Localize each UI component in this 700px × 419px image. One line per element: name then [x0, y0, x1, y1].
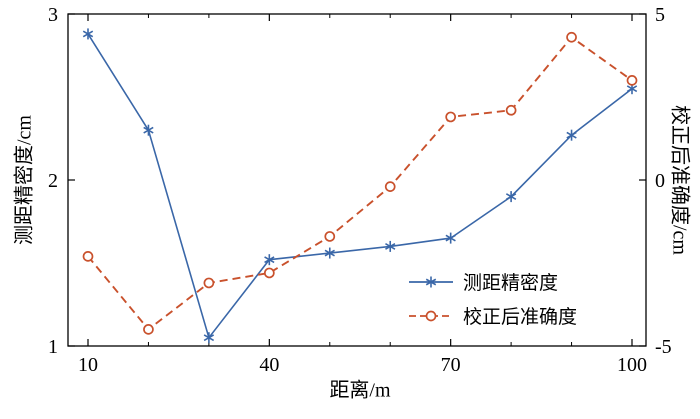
svg-text:3: 3	[48, 4, 58, 26]
right-y-axis-label: 校正后准确度/cm	[668, 105, 691, 255]
svg-text:0: 0	[655, 170, 665, 192]
svg-text:-5: -5	[655, 336, 672, 358]
svg-text:2: 2	[48, 170, 58, 192]
svg-text:100: 100	[617, 354, 647, 376]
svg-text:1: 1	[48, 336, 58, 358]
svg-text:10: 10	[78, 354, 98, 376]
legend-item-precision: 测距精密度	[408, 268, 577, 295]
svg-text:40: 40	[259, 354, 279, 376]
legend-label-accuracy: 校正后准确度	[463, 307, 578, 328]
legend-swatch-accuracy-icon	[409, 310, 453, 321]
legend: 测距精密度 校正后准确度	[408, 268, 577, 329]
svg-text:5: 5	[655, 4, 665, 26]
x-axis-label: 距离/m	[329, 379, 391, 402]
svg-text:70: 70	[441, 354, 461, 376]
legend-label-precision: 测距精密度	[463, 273, 559, 294]
legend-item-accuracy: 校正后准确度	[408, 302, 577, 329]
left-y-axis-label: 测距精密度/cm	[13, 115, 36, 245]
legend-swatch-precision-icon	[409, 276, 453, 287]
